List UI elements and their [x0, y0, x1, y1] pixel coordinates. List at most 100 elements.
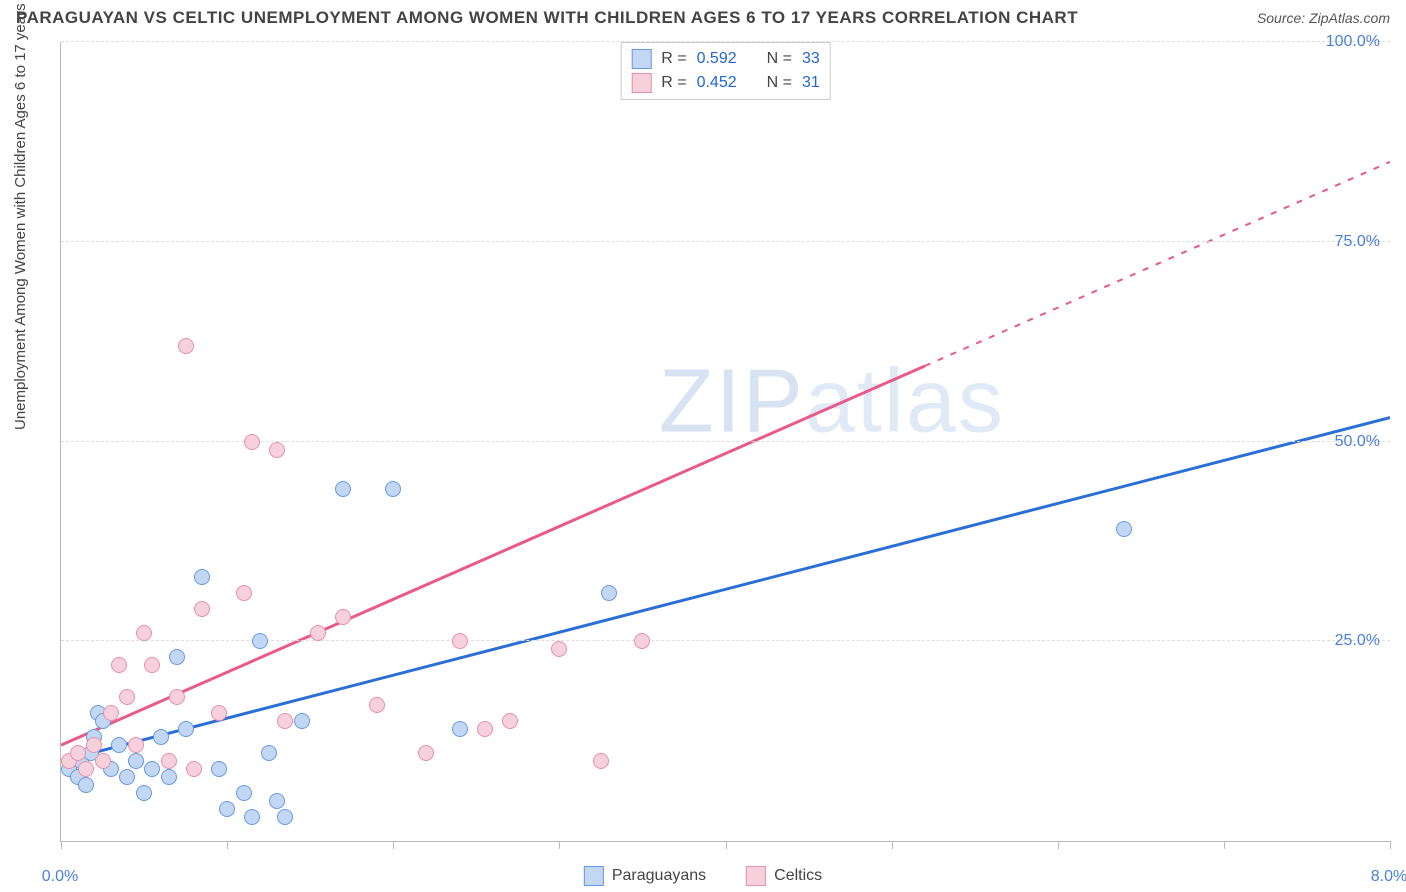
data-point-celtics: [111, 657, 127, 673]
x-tick: [1390, 841, 1391, 849]
data-point-celtics: [551, 641, 567, 657]
x-tick: [227, 841, 228, 849]
watermark-atlas: atlas: [805, 351, 1005, 451]
data-point-paraguayans: [269, 793, 285, 809]
data-point-celtics: [277, 713, 293, 729]
data-point-paraguayans: [78, 777, 94, 793]
r-label: R =: [661, 50, 686, 68]
legend-row-paraguayans: R = 0.592 N = 33: [631, 47, 820, 71]
x-tick: [892, 841, 893, 849]
x-tick: [559, 841, 560, 849]
n-label: N =: [767, 74, 792, 92]
data-point-celtics: [593, 753, 609, 769]
data-point-celtics: [194, 601, 210, 617]
n-value-paraguayans: 33: [802, 50, 820, 68]
gridline: [61, 441, 1390, 442]
data-point-celtics: [86, 737, 102, 753]
watermark: ZIPatlas: [659, 350, 1005, 453]
data-point-celtics: [418, 745, 434, 761]
trendline-celtics-dashed: [925, 162, 1390, 366]
data-point-celtics: [103, 705, 119, 721]
x-tick-label: 0.0%: [42, 868, 78, 886]
data-point-paraguayans: [219, 801, 235, 817]
x-tick: [393, 841, 394, 849]
swatch-paraguayans: [631, 49, 651, 69]
n-label: N =: [767, 50, 792, 68]
data-point-paraguayans: [236, 785, 252, 801]
data-point-paraguayans: [178, 721, 194, 737]
correlation-legend: R = 0.592 N = 33 R = 0.452 N = 31: [620, 42, 831, 100]
gridline: [61, 41, 1390, 42]
y-tick-label: 100.0%: [1326, 33, 1380, 51]
data-point-paraguayans: [294, 713, 310, 729]
data-point-paraguayans: [452, 721, 468, 737]
data-point-celtics: [128, 737, 144, 753]
data-point-celtics: [269, 442, 285, 458]
data-point-celtics: [310, 625, 326, 641]
data-point-celtics: [178, 338, 194, 354]
data-point-paraguayans: [277, 809, 293, 825]
y-tick-label: 50.0%: [1335, 433, 1380, 451]
legend-row-celtics: R = 0.452 N = 31: [631, 71, 820, 95]
swatch-celtics: [631, 73, 651, 93]
data-point-celtics: [244, 434, 260, 450]
data-point-celtics: [95, 753, 111, 769]
x-tick-label: 8.0%: [1371, 868, 1406, 886]
data-point-paraguayans: [335, 481, 351, 497]
data-point-celtics: [70, 745, 86, 761]
swatch-paraguayans-bottom: [584, 866, 604, 886]
data-point-paraguayans: [111, 737, 127, 753]
data-point-celtics: [78, 761, 94, 777]
r-label: R =: [661, 74, 686, 92]
r-value-celtics: 0.452: [697, 74, 737, 92]
chart-title: PARAGUAYAN VS CELTIC UNEMPLOYMENT AMONG …: [16, 8, 1078, 28]
data-point-celtics: [236, 585, 252, 601]
data-point-celtics: [161, 753, 177, 769]
y-axis-label: Unemployment Among Women with Children A…: [12, 3, 29, 430]
data-point-paraguayans: [261, 745, 277, 761]
x-tick: [1058, 841, 1059, 849]
legend-label-paraguayans: Paraguayans: [612, 867, 706, 885]
swatch-celtics-bottom: [746, 866, 766, 886]
data-point-celtics: [335, 609, 351, 625]
data-point-paraguayans: [128, 753, 144, 769]
r-value-paraguayans: 0.592: [697, 50, 737, 68]
gridline: [61, 241, 1390, 242]
data-point-celtics: [477, 721, 493, 737]
legend-label-celtics: Celtics: [774, 867, 822, 885]
data-point-paraguayans: [161, 769, 177, 785]
data-point-paraguayans: [136, 785, 152, 801]
data-point-celtics: [211, 705, 227, 721]
data-point-paraguayans: [1116, 521, 1132, 537]
data-point-paraguayans: [601, 585, 617, 601]
data-point-celtics: [634, 633, 650, 649]
source-label: Source: ZipAtlas.com: [1257, 10, 1390, 26]
trendline-paraguayans: [61, 418, 1390, 762]
data-point-paraguayans: [385, 481, 401, 497]
series-legend: Paraguayans Celtics: [584, 866, 822, 886]
watermark-zip: ZIP: [659, 351, 805, 451]
data-point-celtics: [169, 689, 185, 705]
data-point-paraguayans: [252, 633, 268, 649]
data-point-paraguayans: [244, 809, 260, 825]
y-tick-label: 25.0%: [1335, 632, 1380, 650]
data-point-paraguayans: [153, 729, 169, 745]
data-point-paraguayans: [169, 649, 185, 665]
data-point-celtics: [452, 633, 468, 649]
legend-item-celtics: Celtics: [746, 866, 822, 886]
legend-item-paraguayans: Paraguayans: [584, 866, 706, 886]
x-tick: [61, 841, 62, 849]
y-tick-label: 75.0%: [1335, 233, 1380, 251]
data-point-paraguayans: [144, 761, 160, 777]
x-tick: [1224, 841, 1225, 849]
data-point-celtics: [186, 761, 202, 777]
data-point-celtics: [502, 713, 518, 729]
data-point-paraguayans: [211, 761, 227, 777]
data-point-paraguayans: [119, 769, 135, 785]
data-point-celtics: [144, 657, 160, 673]
n-value-celtics: 31: [802, 74, 820, 92]
data-point-celtics: [369, 697, 385, 713]
x-tick: [726, 841, 727, 849]
scatter-chart: ZIPatlas R = 0.592 N = 33 R = 0.452 N = …: [60, 42, 1390, 842]
data-point-paraguayans: [194, 569, 210, 585]
